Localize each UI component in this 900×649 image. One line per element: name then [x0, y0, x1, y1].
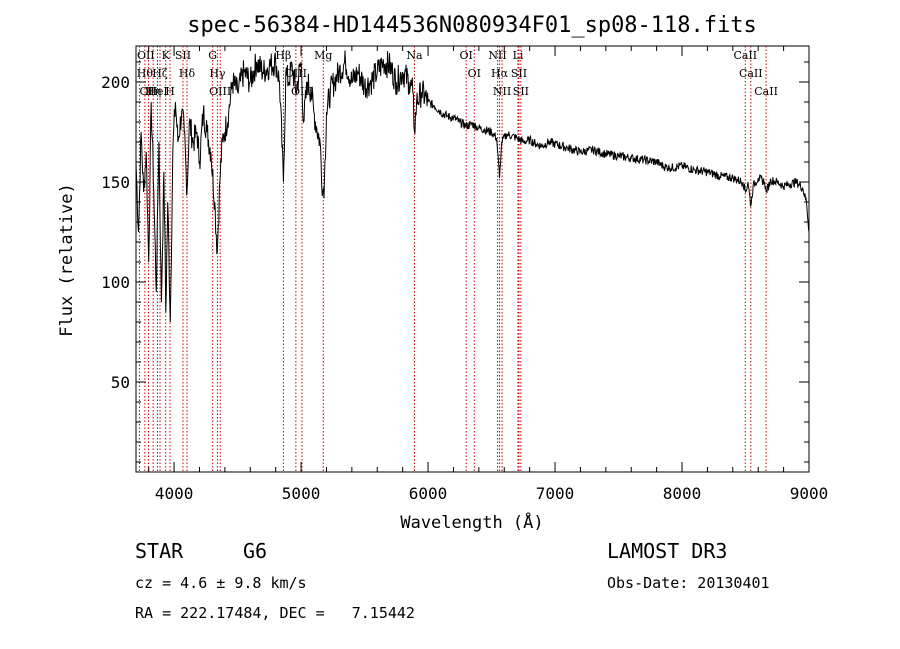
y-tick-label: 100: [101, 273, 130, 292]
spectral-line-label: Na: [406, 49, 423, 62]
y-tick-label: 200: [101, 73, 130, 92]
redshift-cz: cz = 4.6 ± 9.8 km/s: [135, 574, 307, 592]
x-tick-label: 4000: [155, 484, 194, 503]
spectral-line-label: OI: [460, 49, 473, 62]
spectral-line-label: NII: [488, 49, 506, 62]
spectral-line-label: Hθ: [137, 67, 154, 80]
x-tick-label: 9000: [790, 484, 829, 503]
spectral-line-label: Hη: [145, 85, 161, 98]
x-axis-label: Wavelength (Å): [400, 511, 543, 533]
spectral-line-label: OII: [140, 85, 158, 98]
spectrum-line: [135, 50, 810, 323]
spectral-line-label: OII: [137, 49, 155, 62]
spectral-lines-layer: [138, 46, 767, 472]
spectral-line-label: OIII: [209, 85, 231, 98]
object-subclass: G6: [243, 539, 268, 563]
spectral-line-label: NII: [493, 85, 511, 98]
spectral-line-label: Li: [513, 49, 524, 62]
spectral-line-label: CaII: [733, 49, 757, 62]
spectral-line-label: Hζ: [152, 67, 168, 80]
spectral-line-label: Hβ: [275, 49, 291, 62]
spectral-line-label: Hδ: [179, 67, 196, 80]
y-tick-label: 150: [101, 173, 130, 192]
survey-name: LAMOST DR3: [607, 539, 728, 563]
spectral-line-label: K: [162, 49, 171, 62]
spectral-line-label: SII: [175, 49, 191, 62]
plot-frame: [135, 45, 810, 473]
spectral-line-label: Hγ: [209, 67, 226, 80]
x-tick-label: 8000: [663, 484, 702, 503]
axis-ticks: 4000 5000 6000 7000 8000 9000 50 100 150 200: [101, 46, 828, 503]
y-tick-label: 50: [111, 373, 130, 392]
spectral-line-label: H: [165, 85, 175, 98]
spectral-line-label: Mg: [314, 49, 332, 62]
spectral-line-label: CaII: [739, 67, 763, 80]
spectral-line-label: SII: [513, 85, 529, 98]
spectral-line-label: Hα: [491, 67, 509, 80]
obs-date: Obs-Date: 20130401: [607, 574, 770, 592]
spectral-line-label: G: [208, 49, 217, 62]
y-axis-label: Flux (relative): [57, 183, 77, 337]
ra-dec: RA = 222.17484, DEC = 7.15442: [135, 604, 415, 622]
spectral-line-label: OI: [468, 67, 481, 80]
x-tick-label: 5000: [282, 484, 321, 503]
x-tick-label: 7000: [536, 484, 575, 503]
spectral-line-label: CaII: [754, 85, 778, 98]
chart-title: spec-56384-HD144536N080934F01_sp08-118.f…: [187, 13, 757, 38]
spectral-line-label: HeI: [147, 85, 167, 98]
object-class: STAR: [135, 539, 184, 563]
spectral-line-label: SII: [511, 67, 527, 80]
x-tick-label: 6000: [409, 484, 448, 503]
